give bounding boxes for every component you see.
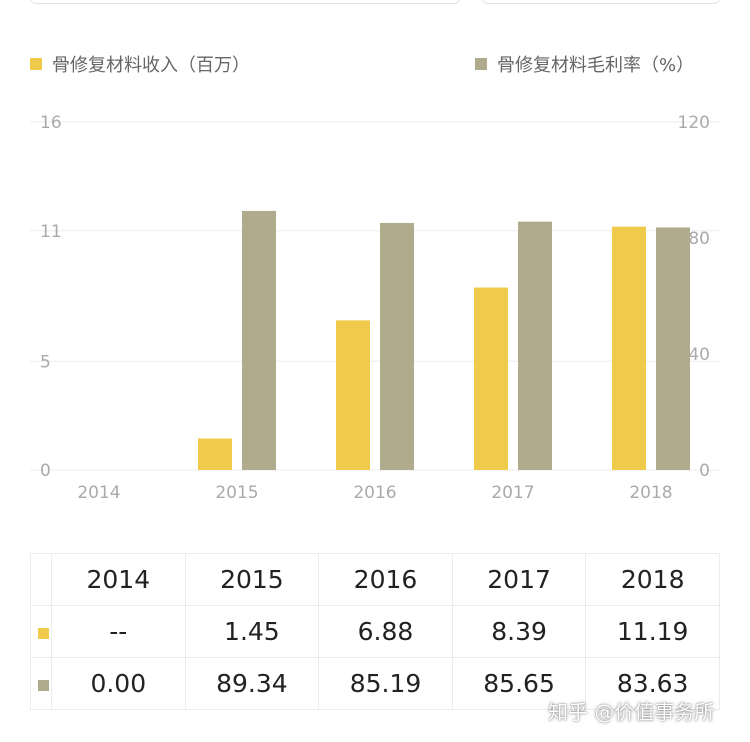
bar-chart: 0 5 11 16 0 40 80 120 2014 2015 2016 2017 2018 [30,113,720,503]
bar-margin-2018 [656,227,690,470]
x-tick-label: 2014 [77,483,120,503]
watermark: 知乎 @价值事务所 [548,700,715,724]
table-cell: 6.88 [318,605,453,658]
legend-label-revenue: 骨修复材料收入（百万） [52,55,250,76]
table-header-cell: 2015 [184,553,320,606]
table-cell: 8.39 [451,605,587,658]
y-left-tick-label: 5 [40,352,51,372]
y-left-tick-label: 11 [40,222,62,242]
data-table: 2014 2015 2016 2017 2018 -- 1.45 6.88 8.… [30,553,720,710]
y-right-tick-label: 120 [678,113,710,133]
table-header-cell: 2017 [451,553,587,606]
revenue-key-swatch [37,627,49,639]
bar-margin-2015 [242,210,276,470]
table-cell: 11.19 [585,605,720,658]
table-cell: 1.45 [184,605,320,658]
legend-item-revenue: 骨修复材料收入（百万） [30,52,250,76]
table-row-margin: 0.00 89.34 85.19 85.65 83.63 [30,657,720,710]
y-right-tick-label: 40 [688,345,710,365]
bar-margin-2016 [380,222,414,470]
bar-revenue-2015 [198,438,232,470]
y-left-tick-label: 0 [40,461,51,481]
x-tick-label: 2015 [215,483,258,503]
x-tick-label: 2016 [353,483,396,503]
table-cell: 85.65 [451,657,587,710]
table-cell: 85.19 [318,657,453,710]
bar-margin-2017 [518,221,552,470]
legend-swatch-revenue [30,58,42,70]
table-cell: 89.34 [184,657,320,710]
table-row-revenue: -- 1.45 6.88 8.39 11.19 [30,605,720,658]
table-cell: -- [51,605,186,658]
x-tick-label: 2018 [629,483,672,503]
margin-key-swatch [37,679,49,691]
y-right-tick-label: 80 [688,229,710,249]
bar-revenue-2016 [336,320,370,470]
table-key-cell [30,605,52,658]
table-key-cell [30,657,52,710]
legend-item-margin: 骨修复材料毛利率（%） [475,52,694,76]
table-header-cell: 2016 [318,553,453,606]
legend-swatch-margin [475,58,487,70]
table-header-cell: 2018 [585,553,720,606]
y-left-tick-label: 16 [40,113,62,133]
x-tick-label: 2017 [491,483,534,503]
bar-revenue-2018 [612,226,646,470]
table-header-cell: 2014 [51,553,186,606]
legend-label-margin: 骨修复材料毛利率（%） [497,55,695,76]
y-right-tick-label: 0 [699,461,710,481]
table-key-cell [30,553,52,606]
table-cell: 0.00 [51,657,186,710]
bar-revenue-2017 [474,287,508,470]
table-cell: 83.63 [585,657,720,710]
table-header-row: 2014 2015 2016 2017 2018 [30,553,720,606]
